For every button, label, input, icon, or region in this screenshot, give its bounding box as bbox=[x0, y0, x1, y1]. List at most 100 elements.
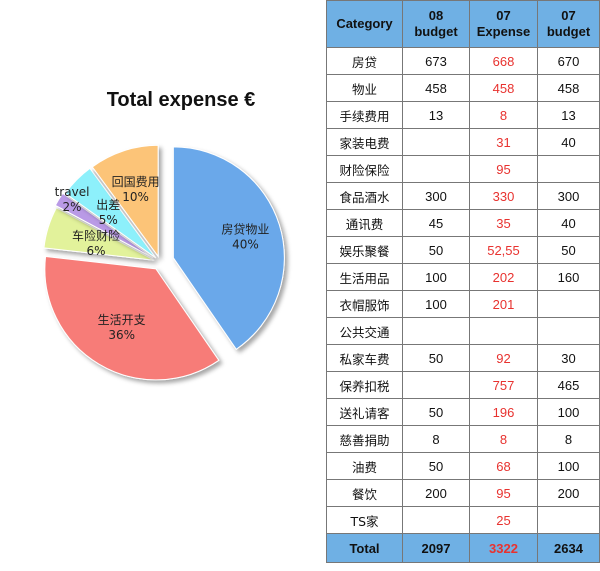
cell-07-expense: 330 bbox=[469, 182, 538, 210]
cell-07-expense: 68 bbox=[469, 452, 538, 480]
slice-label: 房贷物业 bbox=[221, 221, 269, 236]
cell-07-expense: 458 bbox=[469, 74, 538, 102]
slice-label: travel bbox=[55, 185, 90, 199]
cell-07-budget: 40 bbox=[537, 209, 600, 237]
total-row: Total 2097 3322 2634 bbox=[326, 533, 600, 563]
cell-07-budget bbox=[537, 155, 600, 183]
cell-07-budget: 465 bbox=[537, 371, 600, 399]
table-row: 食品酒水 300 330 300 bbox=[326, 182, 600, 210]
table-row: 物业 458 458 458 bbox=[326, 74, 600, 102]
slice-percent: 40% bbox=[232, 237, 259, 251]
cell-07-budget: 40 bbox=[537, 128, 600, 156]
cell-07-expense: 202 bbox=[469, 263, 538, 291]
cell-08-budget: 50 bbox=[402, 344, 470, 372]
cell-07-budget: 100 bbox=[537, 398, 600, 426]
cell-category: 食品酒水 bbox=[326, 182, 403, 210]
cell-category: 娱乐聚餐 bbox=[326, 236, 403, 264]
table-row: 餐饮 200 95 200 bbox=[326, 479, 600, 507]
cell-07-expense: 196 bbox=[469, 398, 538, 426]
table-row: 油费 50 68 100 bbox=[326, 452, 600, 480]
cell-08-budget bbox=[402, 155, 470, 183]
cell-08-budget: 100 bbox=[402, 290, 470, 318]
cell-07-budget: 13 bbox=[537, 101, 600, 129]
cell-08-budget: 50 bbox=[402, 452, 470, 480]
cell-08-budget: 300 bbox=[402, 182, 470, 210]
cell-08-budget bbox=[402, 128, 470, 156]
cell-07-budget: 458 bbox=[537, 74, 600, 102]
cell-07-budget bbox=[537, 290, 600, 318]
cell-category: 餐饮 bbox=[326, 479, 403, 507]
table-row: 保养扣税 757 465 bbox=[326, 371, 600, 399]
cell-07-budget: 30 bbox=[537, 344, 600, 372]
total-08-budget: 2097 bbox=[402, 533, 470, 563]
header-07-expense: 07 Expense bbox=[469, 0, 538, 48]
pie-chart-panel: 房贷物业 40% 生活开支 36% 车险财险 6% travel 2% 出差 5% 回国费用 10% … bbox=[43, 89, 285, 381]
table-row: 生活用品 100 202 160 bbox=[326, 263, 600, 291]
cell-08-budget: 13 bbox=[402, 101, 470, 129]
cell-07-expense: 92 bbox=[469, 344, 538, 372]
cell-07-expense bbox=[469, 317, 538, 345]
cell-category: 送礼请客 bbox=[326, 398, 403, 426]
pie-slice-0 bbox=[172, 146, 285, 350]
cell-category: 物业 bbox=[326, 74, 403, 102]
table-row: 娱乐聚餐 50 52,55 50 bbox=[326, 236, 600, 264]
pie-slice-2 bbox=[43, 207, 155, 261]
total-07-expense: 3322 bbox=[469, 533, 538, 563]
header-07-budget: 07 budget bbox=[537, 0, 600, 48]
total-label: Total bbox=[326, 533, 403, 563]
cell-category: 家装电费 bbox=[326, 128, 403, 156]
cell-08-budget: 100 bbox=[402, 263, 470, 291]
cell-07-budget bbox=[537, 317, 600, 345]
cell-category: 财险保险 bbox=[326, 155, 403, 183]
cell-08-budget: 200 bbox=[402, 479, 470, 507]
table-row: 衣帽服饰 100 201 bbox=[326, 290, 600, 318]
cell-07-budget: 200 bbox=[537, 479, 600, 507]
pie-slice-3 bbox=[54, 192, 154, 259]
table-row: 手续费用 13 8 13 bbox=[326, 101, 600, 129]
slice-label: 出差 bbox=[96, 198, 120, 212]
slice-percent: 5% bbox=[99, 213, 118, 227]
slice-label: 回国费用 bbox=[112, 175, 160, 189]
cell-07-expense: 757 bbox=[469, 371, 538, 399]
cell-07-expense: 35 bbox=[469, 209, 538, 237]
cell-08-budget: 458 bbox=[402, 74, 470, 102]
cell-07-expense: 8 bbox=[469, 425, 538, 453]
pie-slice-1 bbox=[44, 256, 220, 381]
pie-slice-4 bbox=[64, 167, 157, 259]
slice-label: 车险财险 bbox=[72, 228, 120, 243]
table-row: 房贷 673 668 670 bbox=[326, 47, 600, 75]
cell-07-budget bbox=[537, 506, 600, 534]
total-07-budget: 2634 bbox=[537, 533, 600, 563]
cell-08-budget: 673 bbox=[402, 47, 470, 75]
cell-category: 房贷 bbox=[326, 47, 403, 75]
slice-percent: 10% bbox=[122, 190, 149, 204]
table-row: 公共交通 bbox=[326, 317, 600, 345]
budget-table-panel: Category 08 budget 07 Expense 07 budget 房贷 6… bbox=[326, 0, 600, 571]
budget-table: Category 08 budget 07 Expense 07 budget 房贷 6… bbox=[326, 0, 600, 563]
table-row: TS家 25 bbox=[326, 506, 600, 534]
table-header-row: Category 08 budget 07 Expense 07 budget bbox=[326, 0, 600, 48]
table-row: 家装电费 31 40 bbox=[326, 128, 600, 156]
cell-07-expense: 8 bbox=[469, 101, 538, 129]
slice-label: 生活开支 bbox=[98, 313, 146, 327]
cell-07-expense: 668 bbox=[469, 47, 538, 75]
cell-category: 衣帽服饰 bbox=[326, 290, 403, 318]
cell-category: 生活用品 bbox=[326, 263, 403, 291]
table-row: 财险保险 95 bbox=[326, 155, 600, 183]
cell-category: 手续费用 bbox=[326, 101, 403, 129]
table-row: 通讯费 45 35 40 bbox=[326, 209, 600, 237]
cell-08-budget: 45 bbox=[402, 209, 470, 237]
cell-07-expense: 201 bbox=[469, 290, 538, 318]
cell-07-expense: 95 bbox=[469, 479, 538, 507]
pie-slice-5 bbox=[91, 144, 159, 258]
cell-category: 私家车费 bbox=[326, 344, 403, 372]
slice-percent: 36% bbox=[108, 328, 135, 342]
header-08-budget: 08 budget bbox=[402, 0, 470, 48]
table-row: 送礼请客 50 196 100 bbox=[326, 398, 600, 426]
